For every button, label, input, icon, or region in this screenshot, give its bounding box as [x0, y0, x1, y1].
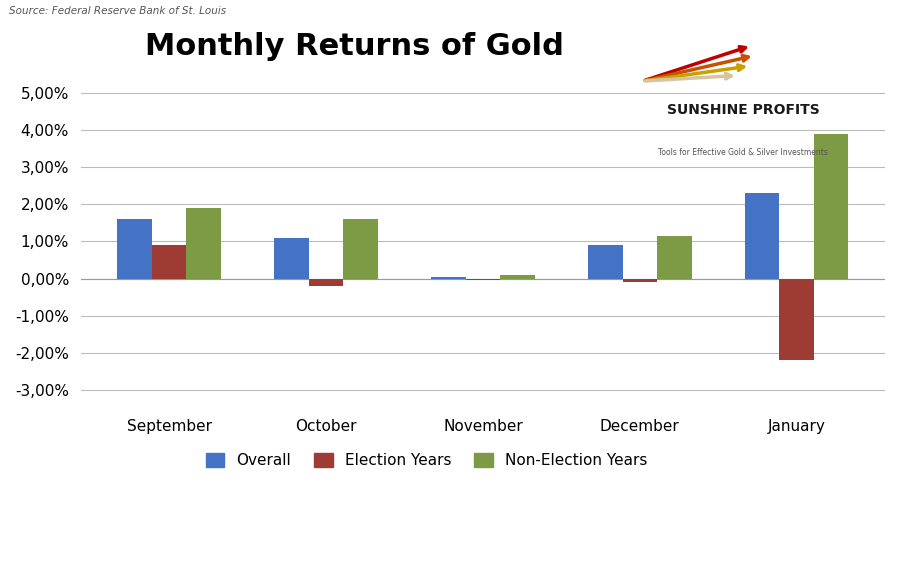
Bar [343, 219, 378, 278]
Bar [745, 193, 779, 278]
Text: Monthly Returns of Gold: Monthly Returns of Gold [145, 32, 564, 61]
Bar [186, 208, 220, 278]
Bar [309, 278, 343, 286]
Text: Tools for Effective Gold & Silver Investments: Tools for Effective Gold & Silver Invest… [659, 148, 828, 156]
Bar [623, 278, 657, 282]
Bar [814, 134, 849, 278]
Legend: Overall, Election Years, Non-Election Years: Overall, Election Years, Non-Election Ye… [200, 447, 653, 474]
Bar [500, 275, 535, 278]
Text: SUNSHINE PROFITS: SUNSHINE PROFITS [667, 102, 820, 117]
Bar [779, 278, 814, 360]
Bar [117, 219, 152, 278]
Bar [274, 238, 309, 278]
Bar [152, 245, 186, 278]
Text: Source: Federal Reserve Bank of St. Louis: Source: Federal Reserve Bank of St. Loui… [9, 6, 226, 16]
Bar [465, 278, 500, 281]
Bar [588, 245, 623, 278]
Bar [431, 277, 465, 278]
Bar [657, 236, 691, 278]
